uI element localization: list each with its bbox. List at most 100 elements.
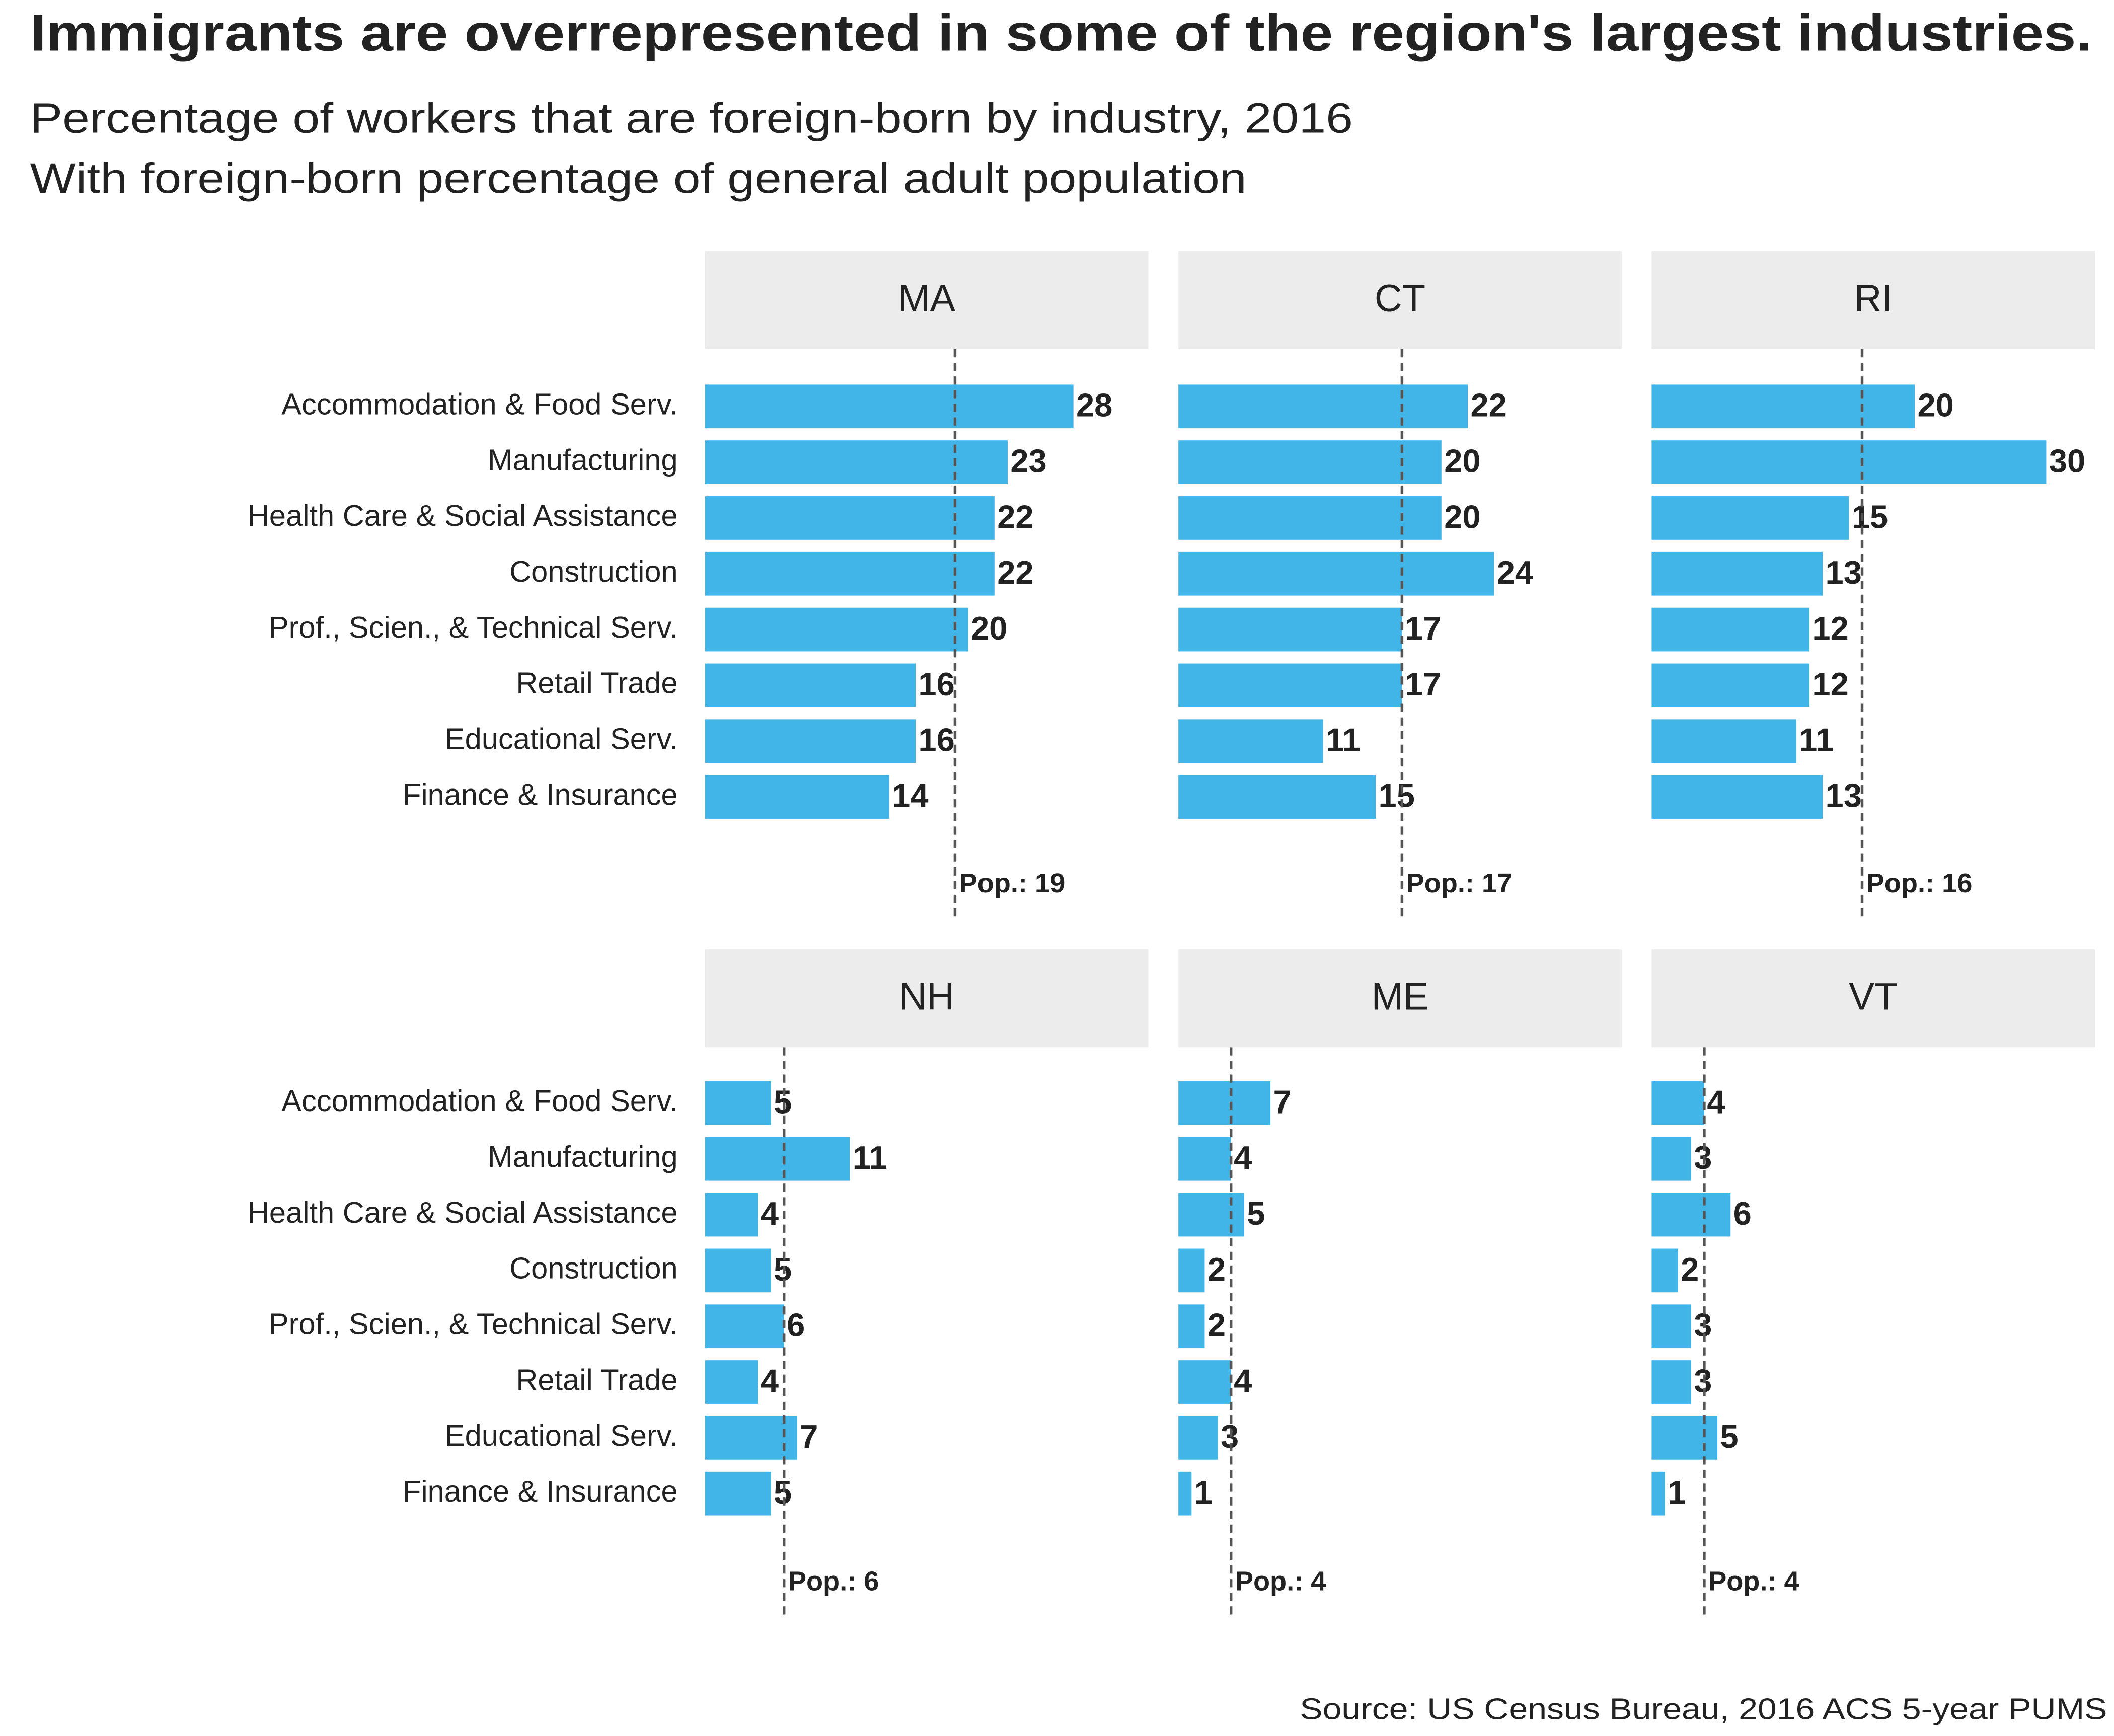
facet-strip	[1178, 251, 1622, 349]
value-label: 4	[761, 1195, 779, 1232]
value-label: 7	[800, 1418, 818, 1455]
bar	[1178, 719, 1323, 763]
bar	[1178, 1360, 1231, 1404]
bar	[705, 775, 889, 819]
facet-label: CT	[1375, 277, 1425, 320]
value-label: 15	[1852, 498, 1888, 535]
bar	[705, 1193, 758, 1237]
bar	[1651, 551, 1823, 596]
value-label: 16	[918, 666, 954, 702]
value-label: 5	[1247, 1195, 1265, 1232]
bar	[1651, 1360, 1691, 1404]
category-label: Construction	[509, 1251, 678, 1285]
value-label: 2	[1207, 1307, 1226, 1344]
reference-label: Pop.: 19	[959, 868, 1066, 898]
facet-label: VT	[1849, 976, 1898, 1018]
facet-strip	[1178, 949, 1622, 1048]
value-label: 23	[1010, 442, 1046, 479]
category-label: Retail Trade	[516, 666, 677, 700]
bar	[1651, 440, 2047, 484]
value-label: 13	[1826, 554, 1862, 591]
category-label: Prof., Scien., & Technical Serv.	[269, 1307, 678, 1340]
bar	[1178, 663, 1402, 707]
bar	[1178, 384, 1468, 429]
bar	[705, 1081, 771, 1125]
bar	[1651, 1193, 1731, 1237]
bar	[1178, 775, 1376, 819]
value-label: 17	[1405, 666, 1441, 702]
bar	[705, 1360, 758, 1404]
bar	[705, 496, 995, 540]
category-label: Health Care & Social Assistance	[248, 499, 678, 532]
value-label: 2	[1681, 1251, 1699, 1288]
facet-strip	[705, 949, 1149, 1048]
value-label: 17	[1405, 610, 1441, 647]
category-label: Manufacturing	[488, 1140, 678, 1173]
value-label: 6	[1733, 1195, 1752, 1232]
bar	[705, 384, 1074, 429]
category-label: Construction	[509, 555, 678, 588]
bar	[1651, 775, 1823, 819]
value-label: 24	[1497, 554, 1533, 591]
bar	[1651, 719, 1796, 763]
category-label: Educational Serv.	[445, 1418, 678, 1452]
value-label: 20	[1444, 498, 1480, 535]
value-label: 22	[997, 554, 1033, 591]
category-label: Prof., Scien., & Technical Serv.	[269, 610, 678, 644]
category-label: Finance & Insurance	[403, 777, 678, 811]
bar	[1651, 663, 1810, 707]
bar	[1178, 440, 1442, 484]
category-label: Health Care & Social Assistance	[248, 1196, 678, 1229]
facet-strip	[1651, 949, 2095, 1048]
bar	[1651, 1137, 1691, 1181]
facet-label: MA	[898, 277, 955, 320]
facet-label: NH	[899, 976, 954, 1018]
value-label: 12	[1812, 666, 1848, 702]
value-label: 20	[1917, 387, 1953, 424]
bar	[1651, 1304, 1691, 1349]
chart-title: Immigrants are overrepresented in some o…	[30, 4, 2092, 62]
facet-strip	[1651, 251, 2095, 349]
bar	[705, 1137, 850, 1181]
value-label: 12	[1812, 610, 1848, 647]
bar	[705, 1471, 771, 1516]
bar	[1178, 1248, 1205, 1293]
bar	[1651, 384, 1915, 429]
reference-label: Pop.: 17	[1406, 868, 1513, 898]
chart-subtitle: Percentage of workers that are foreign-b…	[30, 95, 1353, 142]
bar	[705, 1416, 797, 1460]
reference-label: Pop.: 16	[1866, 868, 1973, 898]
bar	[1651, 496, 1849, 540]
facet-strip	[705, 251, 1149, 349]
reference-label: Pop.: 4	[1235, 1566, 1326, 1597]
bar	[1178, 1137, 1231, 1181]
value-label: 6	[787, 1307, 805, 1344]
bar	[1178, 1304, 1205, 1349]
facet-label: ME	[1372, 976, 1429, 1018]
value-label: 4	[1707, 1083, 1725, 1120]
bar	[705, 1248, 771, 1293]
value-label: 30	[2049, 442, 2085, 479]
value-label: 7	[1273, 1083, 1292, 1120]
source-note: Source: US Census Bureau, 2016 ACS 5-yea…	[1300, 1692, 2107, 1726]
value-label: 4	[1234, 1139, 1252, 1176]
bar	[1651, 607, 1810, 652]
bar	[1178, 1416, 1218, 1460]
value-label: 15	[1379, 777, 1415, 814]
bar	[1178, 551, 1494, 596]
value-label: 13	[1826, 777, 1862, 814]
value-label: 20	[1444, 442, 1480, 479]
bar	[1178, 1471, 1192, 1516]
bar	[1178, 1193, 1244, 1237]
category-label: Finance & Insurance	[403, 1474, 678, 1508]
value-label: 14	[892, 777, 928, 814]
bar	[705, 663, 916, 707]
chart-subtitle: With foreign-born percentage of general …	[30, 154, 1247, 202]
bar	[705, 719, 916, 763]
reference-label: Pop.: 4	[1708, 1566, 1799, 1597]
facet-label: RI	[1854, 277, 1893, 320]
value-label: 2	[1207, 1251, 1226, 1288]
value-label: 22	[997, 498, 1033, 535]
